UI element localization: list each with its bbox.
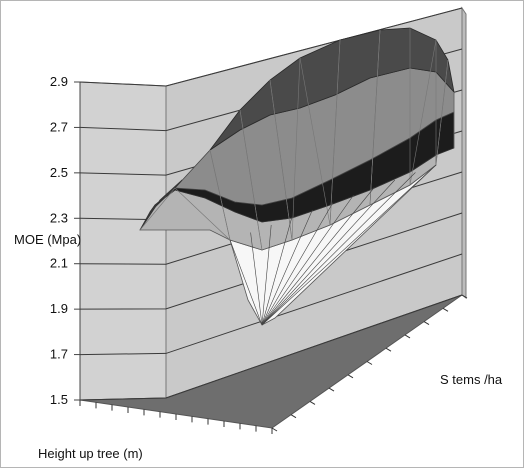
mesh-line [174, 187, 231, 241]
mesh-line [369, 29, 381, 206]
z-axis-label: MOE (Mpa) [14, 232, 81, 247]
y-tick-mark [290, 414, 297, 419]
y-tick-mark [461, 294, 468, 299]
mesh-line [409, 39, 437, 186]
mesh-line [329, 39, 341, 226]
z-tick-label: 1.9 [50, 301, 68, 316]
mesh-line [261, 179, 396, 326]
mesh-line [239, 109, 263, 251]
mesh-line [435, 59, 449, 166]
y-tick-mark [328, 387, 335, 392]
mesh-line [209, 149, 231, 241]
mesh-line [261, 217, 293, 326]
mesh-line [229, 239, 263, 326]
mesh-line [261, 172, 416, 326]
mesh-line [299, 57, 331, 226]
band-dark-top [209, 27, 455, 151]
mesh-line [261, 187, 375, 326]
z-gridline [79, 212, 463, 310]
z-tick-label: 2.1 [50, 256, 68, 271]
y-tick-mark [442, 307, 449, 312]
mesh-line [261, 164, 437, 326]
z-tick-label: 1.5 [50, 392, 68, 407]
right-wall [461, 6, 467, 299]
x-ticks [79, 400, 273, 434]
x-axis-label: Height up tree (m) [38, 446, 143, 461]
z-ticks: 1.5 1.7 1.9 2.1 2.3 2.5 2.7 2.9 [50, 74, 80, 407]
mesh-line [139, 187, 176, 231]
mesh-line [261, 202, 334, 326]
surface-mesh [139, 28, 455, 326]
mesh-line [261, 224, 272, 326]
z-tick-label: 1.7 [50, 347, 68, 362]
y-tick-mark [385, 347, 392, 352]
z-gridline [79, 294, 463, 401]
mesh-line [250, 232, 263, 326]
mesh-line [269, 79, 293, 241]
mesh-line [261, 209, 313, 326]
z-gridline [79, 253, 463, 356]
z-tick-label: 2.5 [50, 165, 68, 180]
z-tick-label: 2.3 [50, 210, 68, 225]
surface [139, 27, 455, 326]
z-tick-label: 2.9 [50, 74, 68, 89]
y-tick-mark [347, 374, 354, 379]
y-ticks [271, 294, 468, 432]
z-tick-label: 2.7 [50, 119, 68, 134]
mesh-line [291, 57, 301, 241]
mesh-line [261, 194, 354, 326]
y-tick-mark [366, 361, 373, 365]
y-axis-label: S tems /ha [440, 372, 503, 387]
y-tick-mark [271, 427, 278, 432]
y-tick-mark [309, 400, 316, 405]
y-tick-mark [404, 334, 411, 339]
y-tick-mark [423, 321, 430, 326]
